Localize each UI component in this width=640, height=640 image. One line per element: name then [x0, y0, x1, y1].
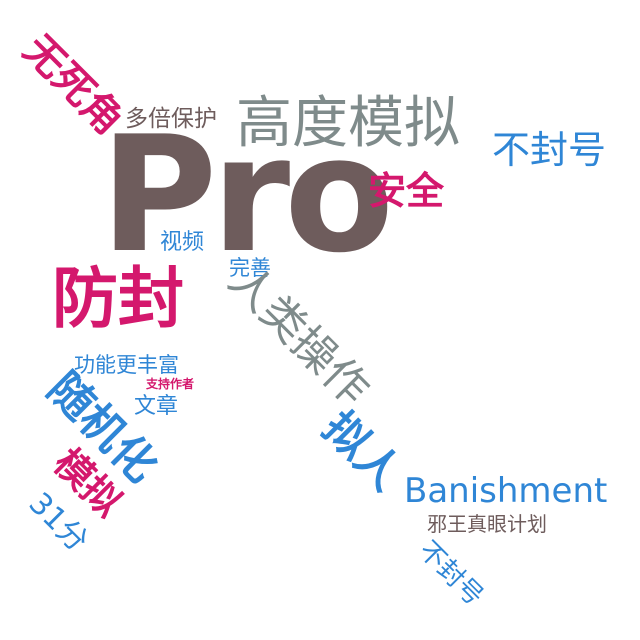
word-richer: 功能更丰富 — [74, 353, 179, 377]
word-safe: 安全 — [368, 169, 445, 213]
word-no-ban-2: 不封号 — [412, 535, 489, 612]
word-no-dead-angle: 无死角 — [14, 26, 132, 144]
word-multi-protect: 多倍保护 — [125, 106, 217, 132]
word-no-ban-1: 不封号 — [492, 128, 607, 172]
word-pro: Pro — [100, 101, 394, 288]
word-article: 文章 — [134, 394, 179, 419]
word-evil-eye: 邪王真眼计划 — [427, 512, 547, 536]
word-high-sim: 高度模拟 — [236, 91, 460, 156]
word-banishment: Banishment — [404, 471, 608, 511]
word-support-author: 支持作者 — [146, 377, 195, 391]
word-perfect: 完善 — [229, 256, 271, 280]
word-anti-ban: 防封 — [52, 260, 184, 337]
word-video: 视频 — [160, 230, 205, 255]
word-personify: 拟人 — [312, 402, 412, 501]
